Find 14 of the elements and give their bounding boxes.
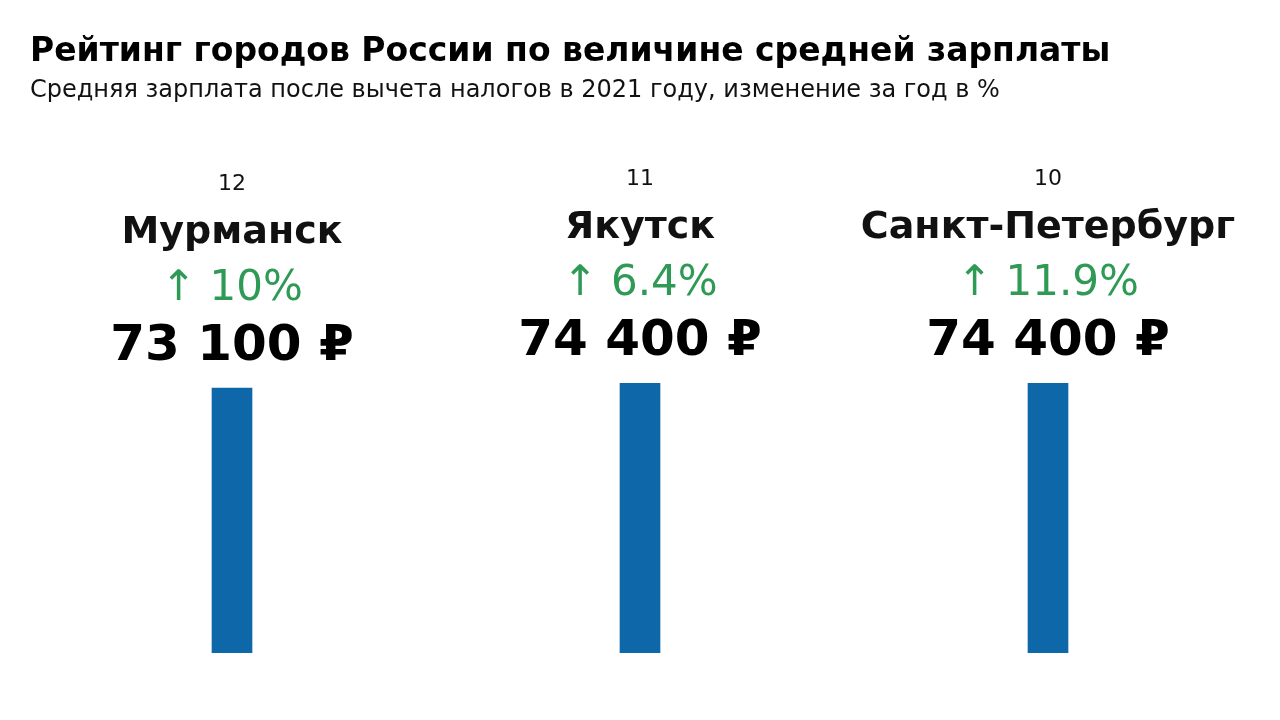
- x-tick-label: Мурманск: [121, 208, 343, 253]
- x-tick-label: Якутск: [564, 203, 716, 248]
- x-tick-label: Санкт-Петербург: [860, 203, 1236, 248]
- chart-subtitle: Средняя зарплата после вычета налогов в 2021 году, изменение за год в %: [29, 74, 1001, 103]
- text: ↑ 10%: [161, 261, 303, 311]
- chart-title: Рейтинг городов России по величине средней зарплаты: [29, 29, 1112, 69]
- text: 10: [1034, 165, 1062, 191]
- data-label: 74 400 ₽: [926, 309, 1170, 368]
- data-label: 74 400 ₽: [518, 309, 762, 368]
- text: ↑ 11.9%: [957, 256, 1139, 306]
- text: 12: [218, 170, 246, 196]
- text: 11: [626, 165, 654, 191]
- text: ↑ 6.4%: [562, 256, 718, 306]
- data-label: 73 100 ₽: [110, 314, 354, 373]
